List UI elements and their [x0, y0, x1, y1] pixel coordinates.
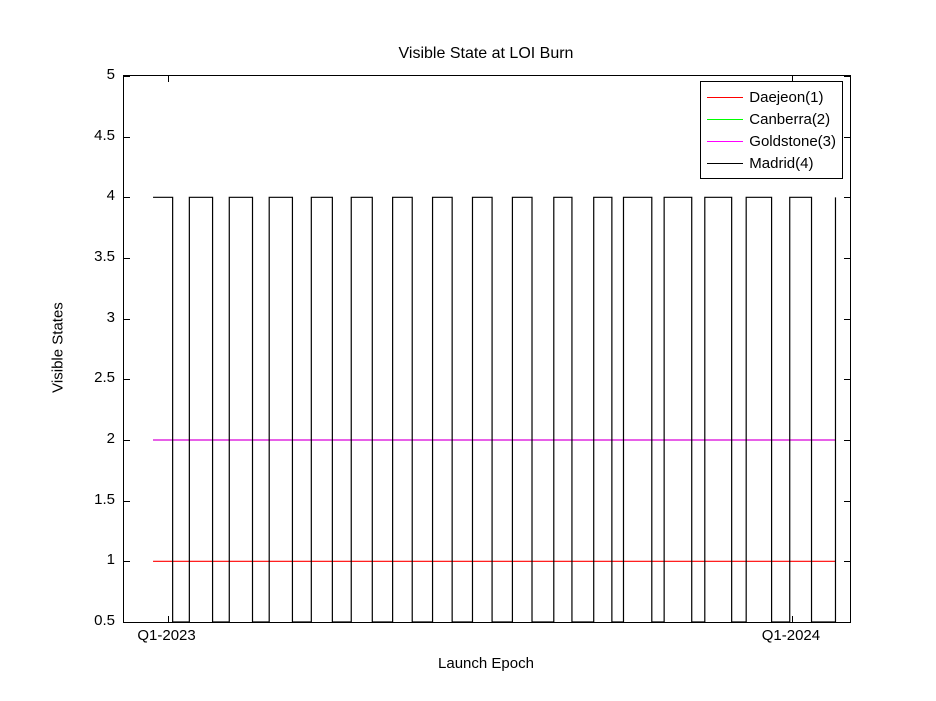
y-tick-mark — [124, 501, 130, 502]
x-tick-label: Q1-2023 — [117, 627, 217, 644]
x-tick-mark — [168, 76, 169, 82]
y-tick-mark — [844, 561, 850, 562]
x-tick-label: Q1-2024 — [741, 627, 841, 644]
legend-swatch — [707, 141, 743, 142]
y-tick-mark — [844, 501, 850, 502]
legend-label: Goldstone(3) — [749, 133, 836, 150]
legend-item: Canberra(2) — [707, 108, 836, 130]
y-tick-label: 0.5 — [65, 612, 115, 629]
y-tick-mark — [124, 197, 130, 198]
y-tick-label: 5 — [65, 66, 115, 83]
y-tick-label: 4.5 — [65, 127, 115, 144]
y-tick-label: 3.5 — [65, 248, 115, 265]
legend-swatch — [707, 119, 743, 120]
y-tick-mark — [124, 622, 130, 623]
y-tick-mark — [124, 319, 130, 320]
legend-item: Madrid(4) — [707, 152, 836, 174]
legend-item: Goldstone(3) — [707, 130, 836, 152]
y-tick-mark — [844, 379, 850, 380]
legend-label: Canberra(2) — [749, 111, 830, 128]
chart-title: Visible State at LOI Burn — [123, 45, 849, 63]
y-tick-mark — [124, 379, 130, 380]
legend-label: Madrid(4) — [749, 155, 813, 172]
series-Madrid — [153, 197, 835, 622]
y-tick-mark — [124, 561, 130, 562]
y-tick-mark — [844, 137, 850, 138]
y-tick-mark — [124, 440, 130, 441]
y-tick-mark — [844, 319, 850, 320]
chart-figure: Visible State at LOI Burn Visible States… — [0, 0, 936, 701]
y-tick-label: 4 — [65, 187, 115, 204]
legend-swatch — [707, 163, 743, 164]
x-axis-label: Launch Epoch — [123, 655, 849, 672]
y-tick-mark — [844, 76, 850, 77]
y-tick-mark — [124, 76, 130, 77]
y-tick-label: 1 — [65, 551, 115, 568]
y-tick-label: 1.5 — [65, 491, 115, 508]
x-tick-mark — [168, 616, 169, 622]
y-tick-mark — [124, 258, 130, 259]
y-tick-mark — [844, 197, 850, 198]
legend-item: Daejeon(1) — [707, 86, 836, 108]
y-tick-mark — [844, 258, 850, 259]
y-tick-mark — [844, 440, 850, 441]
x-tick-mark — [792, 616, 793, 622]
y-tick-label: 2 — [65, 430, 115, 447]
y-tick-mark — [844, 622, 850, 623]
y-tick-label: 2.5 — [65, 369, 115, 386]
legend-label: Daejeon(1) — [749, 89, 823, 106]
y-tick-mark — [124, 137, 130, 138]
y-tick-label: 3 — [65, 309, 115, 326]
legend-swatch — [707, 97, 743, 98]
y-axis-label: Visible States — [50, 248, 67, 448]
legend: Daejeon(1) Canberra(2) Goldstone(3) Madrid(… — [700, 81, 843, 179]
